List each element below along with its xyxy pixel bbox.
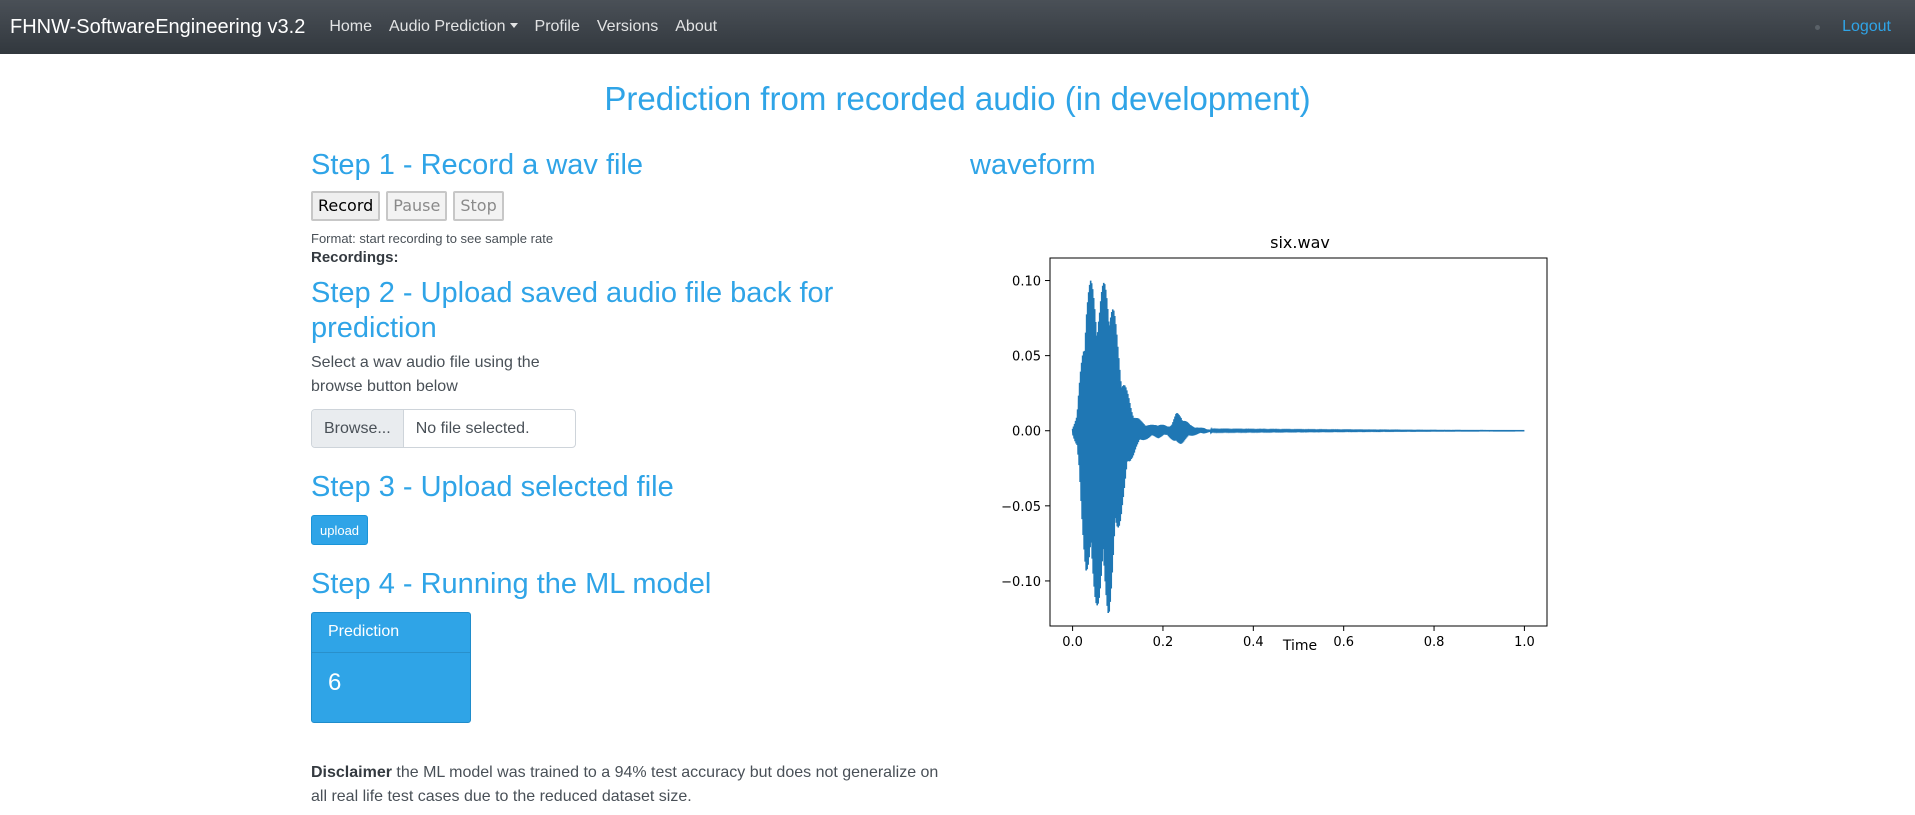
file-input[interactable]: Browse... No file selected.	[311, 409, 576, 449]
browse-button[interactable]: Browse...	[312, 410, 404, 448]
prediction-card: Prediction 6	[311, 611, 471, 723]
chart-title: six.wav	[1270, 233, 1330, 252]
step3-title: Step 3 - Upload selected file	[311, 471, 674, 504]
step4-title: Step 4 - Running the ML model	[311, 568, 712, 601]
nav-versions[interactable]: Versions	[596, 18, 659, 35]
waveform-column: waveform six.wav 0.0 0.2 0.4 0.6 0.8 1.0 −0.10…	[970, 148, 1570, 654]
prediction-label: Prediction	[312, 613, 470, 653]
upload-button[interactable]: upload	[311, 515, 369, 546]
step2-title: Step 2 - Upload saved audio file back fo…	[311, 276, 834, 344]
brand-link[interactable]: FHNW-SoftwareEngineering v3.2	[10, 15, 306, 38]
nav-audio-prediction-label: Audio Prediction	[389, 18, 506, 35]
disclaimer: Disclaimer the ML model was trained to a…	[311, 761, 951, 809]
x-tick-label: 0.0	[1062, 635, 1083, 650]
nav-about[interactable]: About	[675, 18, 718, 35]
x-tick-label: 0.4	[1243, 635, 1264, 650]
y-tick-label: −0.05	[1001, 500, 1041, 515]
recorder-controls: Record Pause Stop	[311, 190, 961, 221]
x-axis-label: Time	[1282, 638, 1317, 654]
prediction-value: 6	[328, 668, 342, 696]
file-status: No file selected.	[415, 419, 530, 437]
nav-profile[interactable]: Profile	[534, 18, 580, 35]
stop-button[interactable]: Stop	[453, 190, 504, 221]
top-navbar: FHNW-SoftwareEngineering v3.2 Home Audio…	[0, 0, 1915, 54]
nav-home[interactable]: Home	[329, 18, 372, 35]
navbar-right: Logout	[1815, 0, 1891, 54]
plot-frame	[1049, 257, 1548, 627]
waveform-chart: six.wav 0.0 0.2 0.4 0.6 0.8 1.0 −0.10 −0.05 0.00…	[1001, 233, 1548, 654]
y-tick-label: 0.10	[1012, 275, 1041, 290]
steps-column: Step 1 - Record a wav file Record Pause …	[311, 148, 961, 809]
plot-area: 0.0 0.2 0.4 0.6 0.8 1.0 −0.10 −0.05 0.00 0.05 0.10	[1001, 257, 1548, 650]
record-button[interactable]: Record	[311, 190, 381, 221]
caret-down-icon	[509, 23, 518, 28]
format-info: Format: start recording to see sample ra…	[311, 230, 554, 246]
logout-link[interactable]: Logout	[1842, 18, 1891, 35]
pause-button[interactable]: Pause	[386, 190, 448, 221]
step2-description: Select a wav audio file using the browse…	[311, 354, 540, 396]
x-tick-label: 0.8	[1424, 635, 1445, 650]
y-tick-label: 0.00	[1012, 425, 1041, 440]
disclaimer-text: the ML model was trained to a 94% test a…	[311, 763, 939, 805]
x-tick-label: 1.0	[1514, 635, 1535, 650]
recordings-label: Recordings:	[311, 248, 399, 266]
dot-icon	[1815, 24, 1821, 30]
disclaimer-bold: Disclaimer	[311, 763, 392, 781]
nav-audio-prediction-dropdown[interactable]: Audio Prediction	[389, 18, 518, 36]
waveform-heading: waveform	[970, 149, 1096, 181]
y-tick-label: −0.10	[1001, 575, 1041, 590]
x-tick-label: 0.2	[1153, 635, 1174, 650]
y-tick-label: 0.05	[1012, 350, 1041, 365]
waveform-line	[1071, 280, 1525, 613]
page-title: Prediction from recorded audio (in devel…	[604, 80, 1311, 117]
step1-title: Step 1 - Record a wav file	[311, 149, 644, 181]
x-tick-label: 0.6	[1333, 635, 1354, 650]
